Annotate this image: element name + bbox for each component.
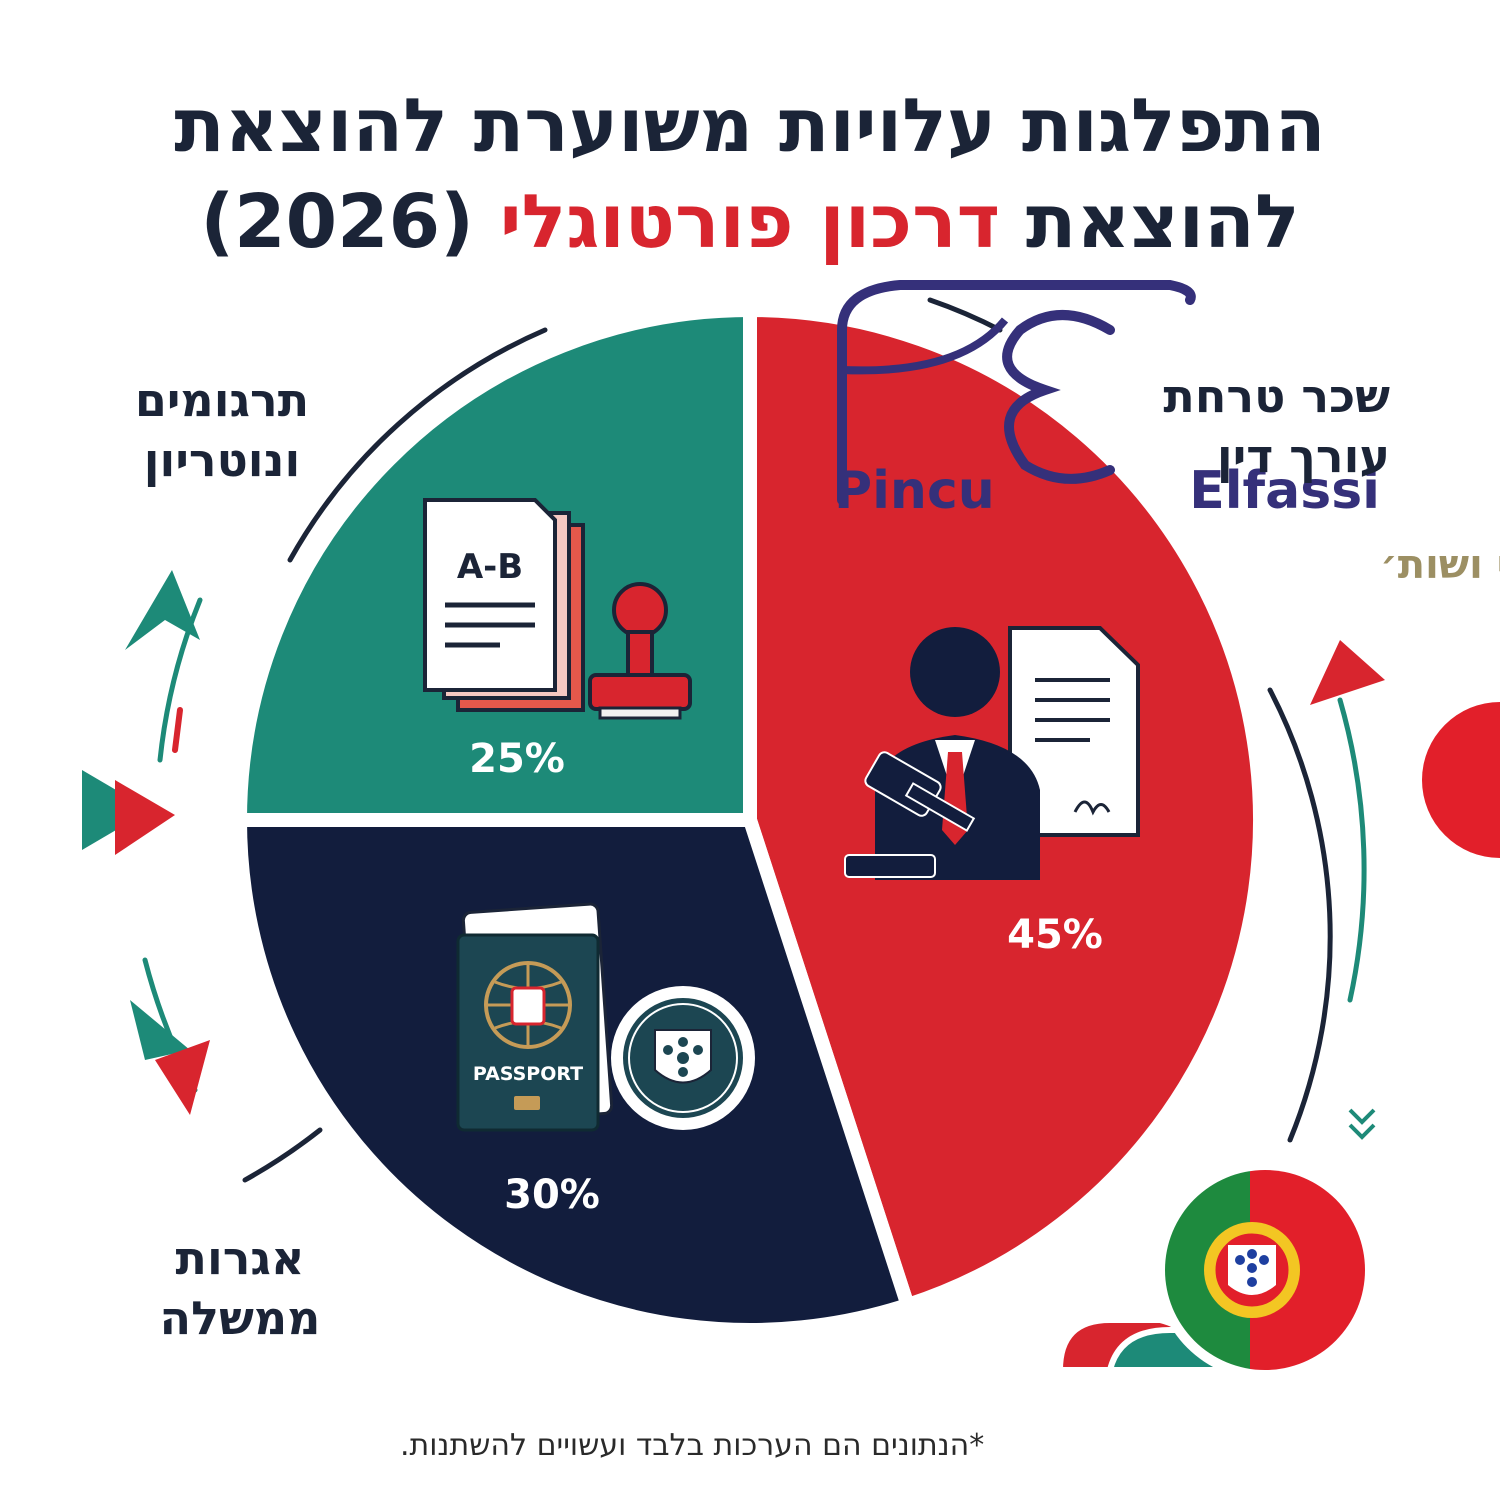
arrow-up-left-icon <box>125 570 200 650</box>
label-govt-line1: אגרות <box>175 1231 305 1285</box>
pct-label-lawyer: 45% <box>1007 912 1103 958</box>
portugal-flag-icon <box>1056 1160 1375 1380</box>
title-year: (2026) <box>200 179 474 265</box>
pct-label-translations: 25% <box>469 736 565 782</box>
footnote: *הנתונים הם הערכות בלבד ועשויים להשתנות. <box>400 1428 985 1463</box>
title-line-1: התפלגות עלויות משוערת להוצאת <box>174 83 1326 169</box>
document-translation-stamp-icon: A-B <box>423 498 692 720</box>
label-translations-line1: תרגומים <box>134 373 310 427</box>
label-translations-line2: ונוטריון <box>143 433 301 487</box>
label-lawyer-fees: שכר טרחת עורך דין <box>1105 366 1390 486</box>
label-translations: תרגומים ונוטריון <box>112 370 332 490</box>
chart-title: התפלגות עלויות משוערת להוצאת להוצאת דרכו… <box>60 78 1440 270</box>
firm-logo: Pincu Elfassi פינקו-אלפסי ושות׳ <box>834 280 1500 588</box>
arrow-up-right-icon <box>1310 640 1385 705</box>
arrow-down-icon <box>130 1000 190 1060</box>
label-lawyer-line2: עורך דין <box>1216 429 1390 483</box>
logo-hebrew: פינקו-אלפסי ושות׳ <box>1380 542 1500 588</box>
logo-latin-left: Pincu <box>834 461 995 521</box>
decorative-arrows <box>82 570 1500 1140</box>
svg-text:PASSPORT: PASSPORT <box>473 1063 583 1085</box>
double-chevron-down-icon <box>1348 1108 1376 1140</box>
logo-latin-right: Elfassi <box>1189 461 1380 521</box>
passport-seal-icon: PASSPORT <box>456 902 755 1132</box>
label-govt-line2: ממשלה <box>159 1291 321 1345</box>
pct-label-government: 30% <box>504 1172 600 1218</box>
play-arrow-icon-2 <box>115 780 175 855</box>
label-government-fees: אגרות ממשלה <box>120 1228 360 1348</box>
label-lawyer-line1: שכר טרחת <box>1163 369 1390 423</box>
edge-circle-decoration <box>1422 702 1500 858</box>
title-line-2-prefix: להוצאת <box>1025 179 1300 265</box>
lawyer-gavel-document-icon <box>844 626 1140 880</box>
svg-text:A-B: A-B <box>457 547 523 587</box>
title-line-2: להוצאת דרכון פורטוגלי (2026) <box>60 174 1440 270</box>
title-highlight: דרכון פורטוגלי <box>499 179 1001 265</box>
arrow-down-icon-2 <box>155 1040 210 1115</box>
